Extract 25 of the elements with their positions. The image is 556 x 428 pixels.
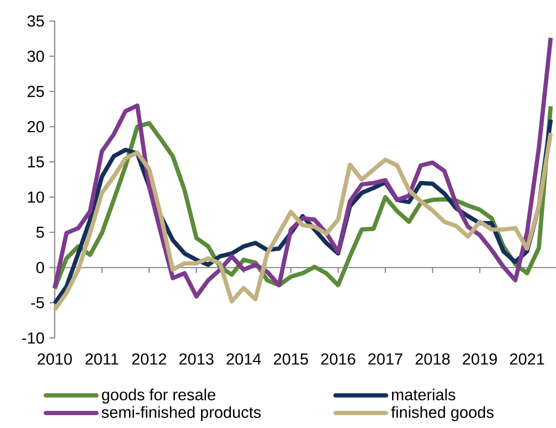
y-tick-label: 35 bbox=[27, 15, 44, 27]
x-tick-label: 2017 bbox=[368, 353, 402, 365]
x-tick-label: 2013 bbox=[179, 353, 214, 365]
x-tick-label: 2010 bbox=[38, 353, 72, 365]
x-tick-label: 2014 bbox=[226, 353, 261, 365]
x-tick-label: 2018 bbox=[416, 353, 450, 365]
y-tick-label: -10 bbox=[22, 332, 44, 344]
y-tick-label: 15 bbox=[28, 156, 44, 168]
x-tick-label: 2021 bbox=[510, 353, 544, 365]
x-tick-label: 2019 bbox=[462, 353, 497, 365]
y-tick-label: 0 bbox=[36, 262, 44, 274]
legend-label: semi-finished products bbox=[102, 406, 261, 422]
y-tick-label: -5 bbox=[31, 297, 44, 308]
y-tick-label: 20 bbox=[28, 121, 44, 132]
y-tick-label: 10 bbox=[28, 191, 44, 203]
y-tick-label: 5 bbox=[36, 226, 44, 238]
x-tick-label: 2011 bbox=[86, 353, 118, 365]
x-tick-label: 2015 bbox=[274, 353, 308, 365]
legend-label: materials bbox=[392, 388, 456, 400]
x-tick-label: 2012 bbox=[132, 353, 166, 365]
legend-label: finished goods bbox=[391, 406, 494, 422]
legend-label: goods for resale bbox=[102, 388, 216, 404]
y-tick-label: 30 bbox=[27, 50, 44, 62]
y-tick-label: 25 bbox=[28, 86, 44, 98]
x-tick-label: 2016 bbox=[321, 353, 356, 365]
